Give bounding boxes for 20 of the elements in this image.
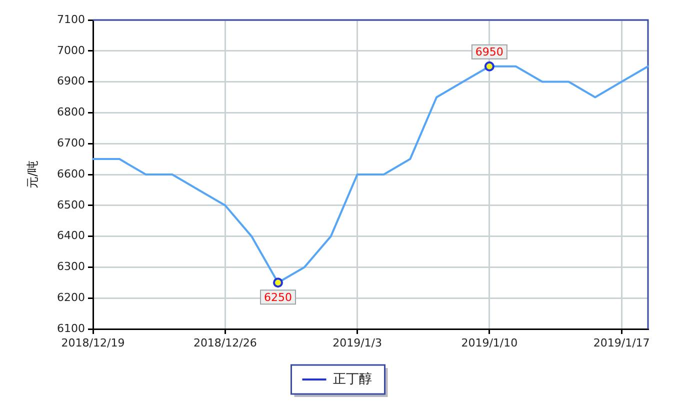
x-tick-label: 2018/12/19 <box>61 336 125 350</box>
data-label: 6950 <box>475 46 504 59</box>
data-label: 6250 <box>264 291 292 304</box>
y-axis-title: 元/吨 <box>25 160 40 189</box>
legend-label: 正丁醇 <box>332 372 372 387</box>
y-tick-label: 6400 <box>57 229 85 242</box>
y-tick-label: 6200 <box>57 290 85 304</box>
y-tick-label: 6800 <box>57 106 85 119</box>
x-tick-label: 2018/12/26 <box>193 336 257 350</box>
y-tick-label: 6700 <box>57 136 85 150</box>
y-tick-label: 6300 <box>57 260 85 274</box>
y-tick-label: 7000 <box>57 44 85 57</box>
y-tick-label: 6600 <box>57 167 85 180</box>
y-tick-label: 6900 <box>57 74 85 88</box>
x-tick-label: 2019/1/10 <box>461 336 518 350</box>
x-tick-label: 2019/1/3 <box>332 336 382 350</box>
y-tick-label: 6500 <box>57 198 85 212</box>
y-tick-label: 7100 <box>57 12 85 26</box>
y-tick-label: 6100 <box>57 322 85 335</box>
x-tick-label: 2019/1/17 <box>593 336 650 350</box>
